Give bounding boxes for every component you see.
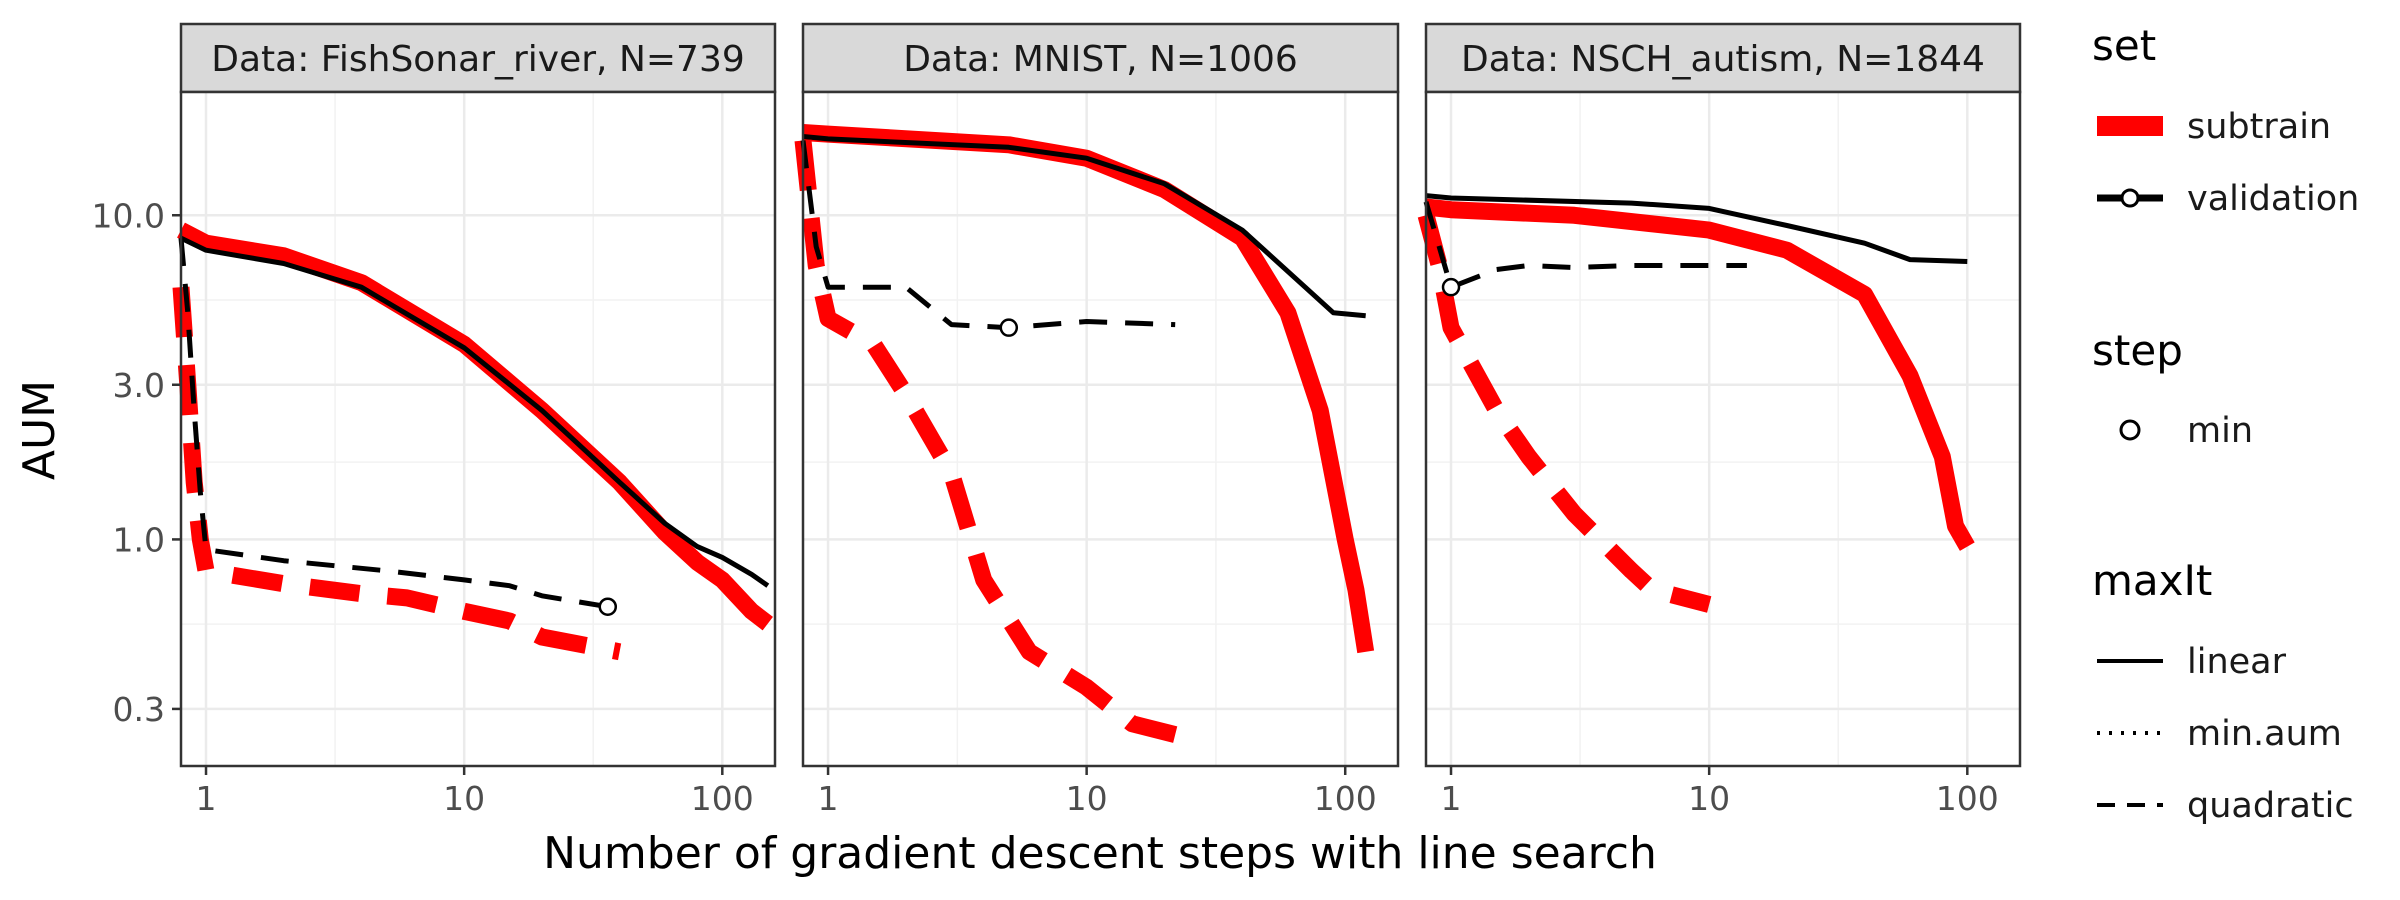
legend-title-step: step [2092, 326, 2183, 375]
x-tick-label: 100 [1314, 779, 1377, 818]
panel-border [179, 90, 777, 768]
series-line-validation-quadratic [178, 237, 609, 610]
panel-border [801, 90, 1400, 768]
plot-background [803, 92, 1398, 766]
legend-key-min [2119, 419, 2141, 441]
facet-strip-title: Data: MNIST, N=1006 [903, 39, 1298, 80]
series-line-subtrain-quadratic [172, 286, 622, 661]
y-tick-label: 3.0 [113, 366, 165, 405]
facet-strip-title: Data: FishSonar_river, N=739 [211, 39, 745, 80]
facet-panel-3: Data: NSCH_autism, N=1844 1 10 100 [1417, 22, 2022, 818]
x-axis-title: Number of gradient descent steps with li… [543, 828, 1657, 879]
legend-label-quadratic: quadratic [2187, 786, 2354, 826]
facet-panel-1: Data: FishSonar_river, N=739 1 10 100 0.3 1.0… [92, 22, 777, 818]
panels-layer: Data: FishSonar_river, N=739 1 10 100 0.3 1.0… [92, 22, 2022, 818]
facet-strip-title: Data: NSCH_autism, N=1844 [1461, 39, 1985, 80]
legend: set subtrain validation step min maxIt l… [2092, 21, 2359, 826]
legend-label-min-aum: min.aum [2187, 714, 2342, 754]
series-line-subtrain-quadratic [1417, 213, 1712, 613]
plot-background [1426, 92, 2020, 766]
x-tick-label: 10 [1066, 779, 1108, 818]
x-tick-label: 10 [443, 779, 485, 818]
series-line-subtrain-linear [802, 124, 1375, 654]
facet-strip [179, 22, 777, 94]
x-tick-label: 1 [196, 779, 217, 818]
y-tick-label: 1.0 [113, 520, 165, 559]
series-line-validation-linear [1425, 193, 1968, 264]
legend-label-validation: validation [2187, 179, 2359, 219]
x-tick-label: 100 [1936, 779, 1999, 818]
x-tick-label: 100 [691, 779, 754, 818]
min-point-marker [598, 597, 618, 616]
series-line-subtrain-quadratic [794, 139, 1178, 743]
legend-label-min: min [2187, 411, 2253, 451]
panel-border [1424, 90, 2022, 768]
x-tick-label: 1 [1441, 779, 1462, 818]
y-tick-label: 0.3 [113, 690, 165, 729]
series-line-validation-linear [179, 235, 770, 588]
plot-background [181, 92, 775, 766]
legend-label-subtrain: subtrain [2187, 107, 2331, 147]
legend-key-validation-point [2120, 188, 2140, 208]
facet-strip [801, 22, 1400, 94]
y-axis-title: AUM [14, 380, 65, 480]
series-line-validation-linear [802, 134, 1366, 319]
legend-label-linear: linear [2187, 642, 2287, 682]
series-line-validation-quadratic [800, 140, 1176, 331]
min-point-marker [1441, 277, 1461, 297]
legend-title-maxit: maxIt [2092, 556, 2212, 605]
min-point-marker [999, 318, 1019, 337]
y-tick-label: 10.0 [92, 196, 165, 235]
x-tick-label: 1 [818, 779, 839, 818]
series-line-validation-quadratic [1423, 201, 1747, 290]
x-tick-label: 10 [1688, 779, 1730, 818]
series-line-subtrain-linear [1425, 198, 1975, 551]
legend-title-set: set [2092, 21, 2156, 70]
facet-panel-2: Data: MNIST, N=1006 1 10 100 [794, 22, 1400, 818]
